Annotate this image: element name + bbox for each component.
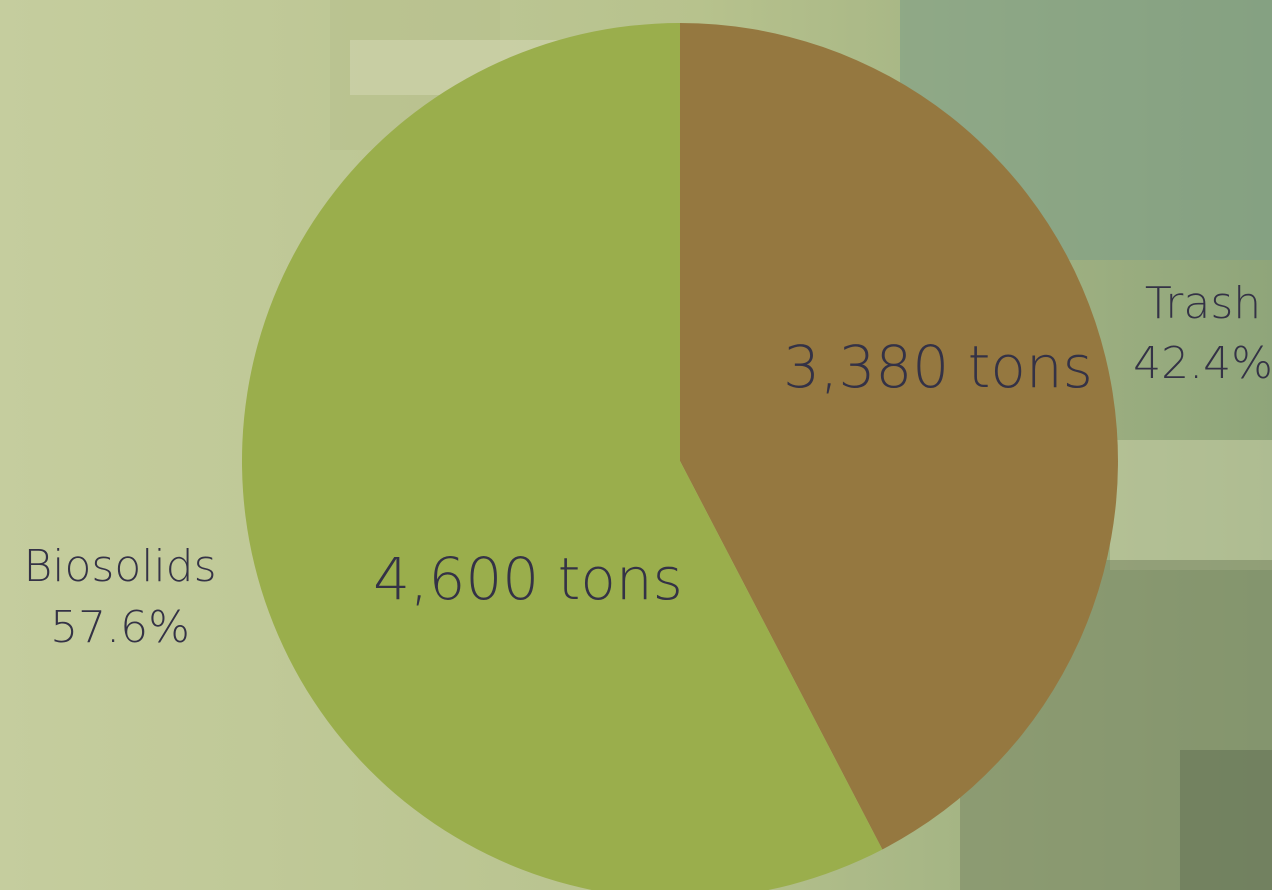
value-label-trash: 3,380 tons: [783, 333, 1093, 401]
pie-slice-biosolids: [242, 23, 883, 890]
percent-label-biosolids: 57.6%: [50, 602, 190, 653]
value-label-biosolids: 4,600 tons: [373, 545, 683, 613]
percent-label-trash: 42.4%: [1133, 338, 1272, 389]
category-label-biosolids: Biosolids: [23, 541, 216, 592]
pie-slice-trash: [680, 23, 1118, 850]
category-label-trash: Trash: [1145, 278, 1261, 329]
